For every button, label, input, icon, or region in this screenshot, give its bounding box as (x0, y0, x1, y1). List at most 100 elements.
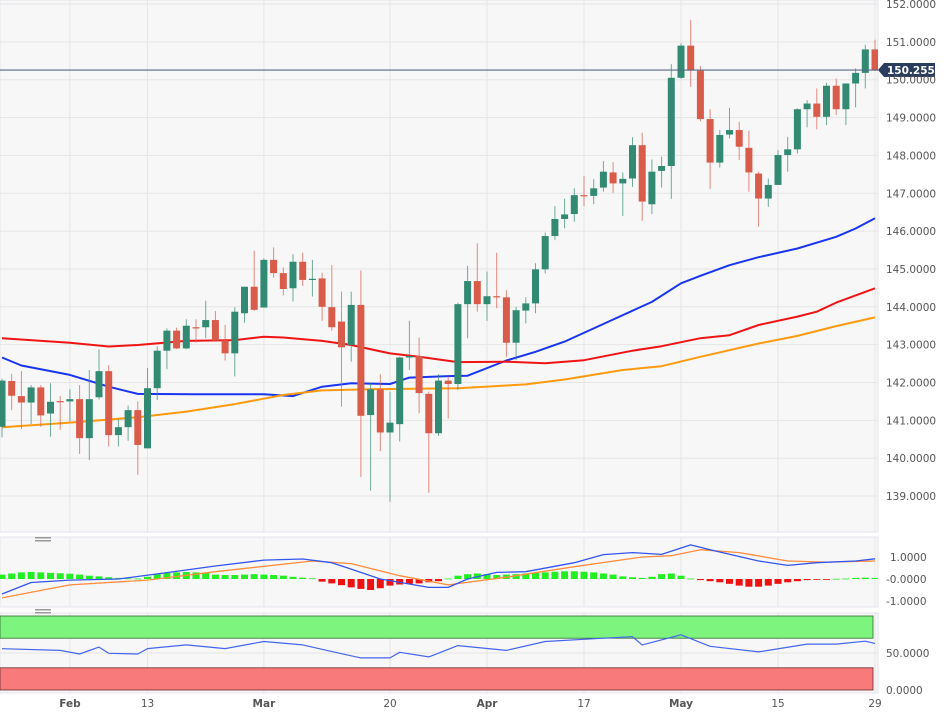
candle-up (483, 271, 491, 321)
candle-body (95, 371, 103, 398)
macd-histogram-bar (444, 578, 452, 580)
candle-body (580, 195, 588, 197)
macd-histogram-bar (211, 574, 219, 579)
candle-up (289, 254, 297, 302)
macd-histogram-bar (231, 575, 239, 579)
candle-body (386, 422, 394, 433)
candle-up (619, 172, 627, 216)
macd-histogram-bar (241, 574, 248, 579)
macd-histogram-bar (260, 574, 268, 579)
candle-body (464, 281, 472, 305)
macd-histogram-bar (105, 577, 113, 579)
macd-histogram-bar (153, 574, 161, 579)
macd-panel[interactable] (0, 536, 879, 608)
candle-body (735, 130, 743, 147)
macd-histogram-bar (871, 577, 878, 579)
candle-down (328, 265, 336, 331)
overbought-zone (0, 615, 874, 639)
candle-body (250, 286, 258, 310)
macd-histogram-bar (250, 574, 258, 579)
candle-up (842, 83, 850, 126)
candle-down (221, 324, 229, 361)
candle-body (76, 399, 84, 439)
date-tick-label: May (669, 698, 693, 710)
moving-average-line-1 (1, 217, 876, 398)
candle-body (454, 304, 462, 385)
macd-histogram-bar (667, 573, 675, 579)
rsi-tick-label: 0.0000 (886, 685, 923, 697)
candle-body (435, 380, 442, 434)
candle-up (95, 349, 103, 400)
candle-down (338, 291, 345, 407)
candle-down (493, 252, 501, 309)
macd-histogram-bar (764, 579, 772, 586)
macd-histogram-bar (774, 579, 782, 584)
macd-histogram-bar (726, 579, 733, 584)
macd-histogram-bar (134, 578, 142, 580)
date-tick-label: Feb (59, 698, 81, 710)
macd-histogram-bar (813, 579, 821, 580)
candle-down (76, 385, 84, 455)
candle-body (842, 83, 850, 110)
macd-histogram-bar (464, 574, 472, 579)
price-tick-label: 143.0000 (886, 340, 936, 352)
candle-up (561, 198, 569, 229)
candle-body (813, 103, 821, 117)
macd-histogram-bar (124, 578, 132, 580)
rsi-panel-resize-handle[interactable] (35, 609, 51, 614)
candle-body (192, 327, 200, 329)
candle-body (512, 310, 520, 343)
macd-line (1, 544, 876, 595)
macd-tick-label: -1.0000 (886, 596, 927, 608)
candle-body (522, 303, 530, 311)
macd-histogram-bar (735, 579, 743, 586)
candle-up (405, 320, 413, 371)
candle-down (37, 385, 45, 427)
candle-up (784, 136, 792, 172)
candle-body (231, 311, 239, 354)
macd-histogram-bar (221, 575, 229, 579)
candle-down (638, 132, 646, 221)
macd-histogram-bar (629, 577, 636, 579)
candle-up (231, 307, 239, 377)
candle-body (299, 261, 307, 280)
macd-histogram-bar (192, 572, 200, 579)
candle-down (755, 171, 763, 227)
price-tick-label: 151.0000 (886, 37, 936, 49)
price-tick-label: 139.0000 (886, 491, 936, 503)
candle-up (570, 188, 578, 222)
candle-body (289, 261, 297, 289)
candle-down (376, 374, 384, 452)
candle-up (47, 383, 54, 437)
candle-body (357, 304, 365, 416)
macd-panel-resize-handle[interactable] (35, 537, 51, 542)
candle-body (144, 388, 151, 449)
candle-body (182, 325, 190, 349)
candle-down (502, 290, 510, 357)
candle-body (396, 357, 404, 425)
candle-body (793, 109, 801, 150)
candle-up (163, 328, 171, 370)
candle-body (532, 269, 539, 304)
rsi-zones (0, 615, 874, 691)
price-tick-label: 144.0000 (886, 302, 936, 314)
candle-down (735, 121, 743, 160)
candle-down (17, 371, 25, 430)
candle-body (716, 134, 724, 163)
candle-up (590, 179, 598, 205)
candle-up (386, 391, 394, 502)
candle-down (211, 310, 219, 341)
candle-body (308, 278, 316, 280)
last-price-label: 150.2550 (887, 65, 942, 77)
candle-down (813, 88, 821, 130)
candle-body (328, 307, 336, 328)
macd-histogram-bar (658, 574, 666, 579)
price-tick-label: 150.0000 (886, 75, 936, 87)
candle-body (444, 380, 452, 385)
candle-body (638, 145, 646, 202)
candle-down (687, 19, 695, 87)
candle-body (473, 281, 481, 305)
candles (0, 19, 878, 502)
macd-histogram-bar (202, 572, 210, 579)
